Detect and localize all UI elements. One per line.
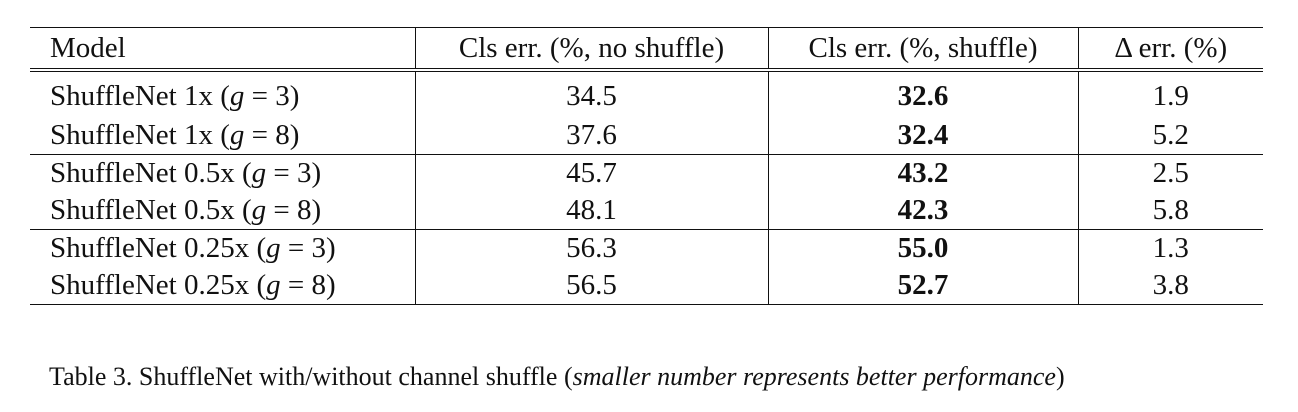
table-caption: Table 3. ShuffleNet with/without channel… [49, 362, 1065, 392]
table-row: ShuffleNet 0.25x (g = 8) 56.5 52.7 3.8 [30, 267, 1263, 305]
delta-error-cell: 1.3 [1152, 232, 1189, 264]
caption-close-paren: ) [1055, 362, 1065, 391]
no-shuffle-error-cell: 56.3 [415, 229, 769, 267]
table-header-row: Model Cls err. (%, no shuffle) Cls err. … [30, 27, 1263, 72]
model-cell: ShuffleNet 1x (g = 3) [30, 70, 416, 117]
table-row: ShuffleNet 0.5x (g = 8) 48.1 42.3 5.8 [30, 192, 1263, 230]
delta-error-cell: 5.8 [1078, 192, 1263, 230]
delta-error-cell: 1.9 [1152, 80, 1189, 112]
shuffle-error-cell: 52.7 [768, 267, 1079, 305]
no-shuffle-error-cell: 45.7 [415, 154, 769, 192]
delta-error-cell: 5.2 [1078, 117, 1263, 155]
results-table-container: Model Cls err. (%, no shuffle) Cls err. … [30, 27, 1263, 305]
delta-error-cell: 3.8 [1078, 267, 1263, 305]
table-row: ShuffleNet 0.5x (g = 3) 45.7 43.2 2.5 [30, 154, 1263, 192]
delta-error-cell: 2.5 [1152, 157, 1189, 189]
shuffle-error-cell: 43.2 [768, 154, 1079, 192]
shuffle-error-cell: 32.6 [768, 70, 1079, 117]
table-row: ShuffleNet 1x (g = 3) 34.5 32.6 1.9 [30, 70, 1263, 117]
no-shuffle-error-cell: 56.5 [415, 267, 769, 305]
no-shuffle-error-cell: 37.6 [415, 117, 769, 155]
model-cell: ShuffleNet 0.5x (g = 8) [30, 192, 416, 230]
no-shuffle-error-cell: 34.5 [415, 70, 769, 117]
no-shuffle-error-cell: 48.1 [415, 192, 769, 230]
results-table: Model Cls err. (%, no shuffle) Cls err. … [30, 27, 1263, 305]
table-row: ShuffleNet 0.25x (g = 3) 56.3 55.0 1.3 [30, 229, 1263, 267]
model-cell: ShuffleNet 0.25x (g = 8) [30, 267, 416, 305]
model-cell: ShuffleNet 1x (g = 8) [30, 117, 416, 155]
shuffle-error-cell: 42.3 [768, 192, 1079, 230]
header-no-shuffle-error: Cls err. (%, no shuffle) [415, 27, 769, 72]
model-cell: ShuffleNet 0.5x (g = 3) [30, 154, 416, 192]
table-row: ShuffleNet 1x (g = 8) 37.6 32.4 5.2 [30, 117, 1263, 155]
caption-text: Table 3. ShuffleNet with/without channel… [49, 362, 573, 391]
header-shuffle-error: Cls err. (%, shuffle) [768, 27, 1079, 72]
header-delta-error: Δ err. (%) [1078, 27, 1263, 72]
shuffle-error-cell: 32.4 [768, 117, 1079, 155]
caption-italic-note: smaller number represents better perform… [572, 362, 1056, 391]
shuffle-error-cell: 55.0 [768, 229, 1079, 267]
header-model: Model [30, 27, 416, 72]
model-cell: ShuffleNet 0.25x (g = 3) [30, 229, 416, 267]
